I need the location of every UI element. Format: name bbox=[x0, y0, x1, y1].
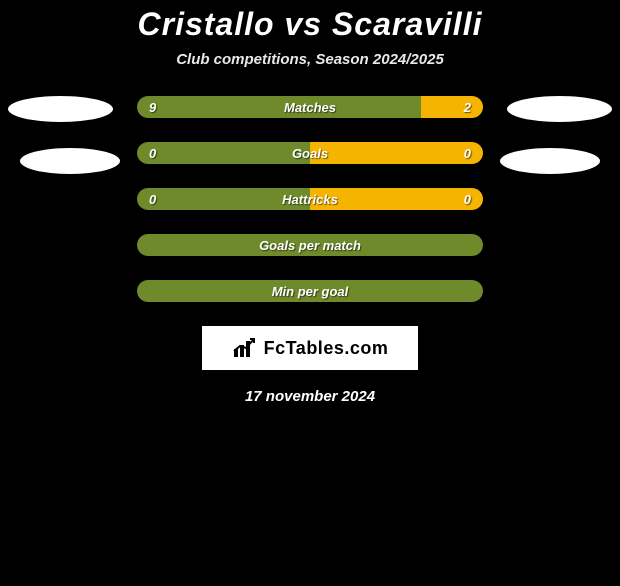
date-label: 17 november 2024 bbox=[0, 388, 620, 405]
brand-text: FcTables.com bbox=[264, 338, 389, 359]
stat-value-right: 2 bbox=[452, 96, 483, 118]
stat-bar: 00Hattricks bbox=[137, 188, 483, 210]
page-title: Cristallo vs Scaravilli bbox=[0, 6, 620, 43]
avatar-placeholder-right-1 bbox=[507, 96, 612, 122]
avatar-placeholder-right-2 bbox=[500, 148, 600, 174]
stat-bar-left bbox=[137, 234, 483, 256]
stat-bar: Min per goal bbox=[137, 280, 483, 302]
stat-value-left: 0 bbox=[137, 188, 168, 210]
brand-chart-icon bbox=[232, 337, 258, 359]
avatar-placeholder-left-1 bbox=[8, 96, 113, 122]
avatar-placeholder-left-2 bbox=[20, 148, 120, 174]
brand-badge[interactable]: FcTables.com bbox=[202, 326, 418, 370]
stat-bar-left bbox=[137, 96, 421, 118]
stat-value-right: 0 bbox=[452, 188, 483, 210]
stat-value-right bbox=[459, 280, 483, 302]
stat-bar: Goals per match bbox=[137, 234, 483, 256]
stat-value-right: 0 bbox=[452, 142, 483, 164]
stat-value-right bbox=[459, 234, 483, 256]
stat-value-left: 0 bbox=[137, 142, 168, 164]
subtitle: Club competitions, Season 2024/2025 bbox=[0, 51, 620, 68]
stat-value-left: 9 bbox=[137, 96, 168, 118]
stat-value-left bbox=[137, 280, 161, 302]
stat-bars: 92Matches00Goals00HattricksGoals per mat… bbox=[137, 96, 483, 302]
stat-bar: 92Matches bbox=[137, 96, 483, 118]
stat-value-left bbox=[137, 234, 161, 256]
comparison-stage: 92Matches00Goals00HattricksGoals per mat… bbox=[0, 96, 620, 405]
stat-bar: 00Goals bbox=[137, 142, 483, 164]
stat-bar-left bbox=[137, 280, 483, 302]
